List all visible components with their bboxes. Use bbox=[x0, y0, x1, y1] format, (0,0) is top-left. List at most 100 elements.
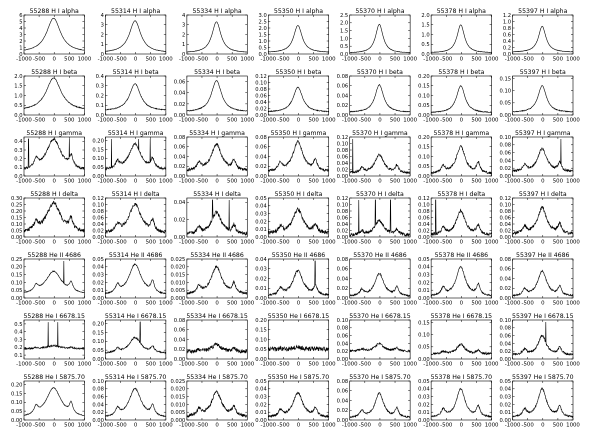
y-tick-label: 0.00 bbox=[174, 113, 186, 119]
x-tick-label: 0 bbox=[134, 118, 138, 124]
y-tick-label: 0.12 bbox=[337, 135, 349, 141]
panel-title: 55350 H I gamma bbox=[271, 130, 327, 137]
spectrum-line bbox=[430, 387, 492, 418]
x-tick-label: -1000 bbox=[16, 362, 32, 368]
x-tick-label: 0 bbox=[52, 423, 56, 429]
panel-title: 55370 H I delta bbox=[356, 191, 404, 198]
y-tick-label: 0.00 bbox=[92, 357, 104, 363]
x-tick-label: 0 bbox=[52, 240, 56, 246]
spectrum-panel: 55350 H I beta-1000 -500 0 500 10000.000.020… bbox=[255, 69, 336, 124]
y-tick-label: 0.02 bbox=[174, 102, 186, 108]
y-tick-label: 0.08 bbox=[337, 379, 349, 385]
y-tick-label: 0.02 bbox=[337, 228, 349, 234]
y-tick-label: 0.10 bbox=[418, 154, 430, 160]
y-tick-label: 0.02 bbox=[92, 280, 104, 286]
x-tick-label: -1000 bbox=[505, 57, 521, 63]
x-tick-label: -500 bbox=[359, 118, 372, 124]
x-tick-label: 1000 bbox=[322, 301, 336, 307]
y-tick-label: 0.03 bbox=[255, 267, 267, 273]
panel-frame bbox=[512, 75, 574, 116]
x-tick-label: -1000 bbox=[179, 57, 195, 63]
y-tick-label: 0.04 bbox=[337, 161, 349, 167]
x-tick-label: 1000 bbox=[78, 240, 92, 246]
y-tick-label: 0.04 bbox=[418, 265, 430, 271]
y-tick-label: 0.12 bbox=[92, 196, 104, 202]
x-tick-label: 0 bbox=[378, 57, 382, 63]
x-tick-label: 500 bbox=[390, 57, 401, 63]
x-tick-label: -500 bbox=[359, 362, 372, 368]
y-tick-label: 0.01 bbox=[418, 410, 430, 416]
y-tick-label: 0.04 bbox=[92, 222, 104, 228]
y-tick-label: 0.04 bbox=[418, 222, 430, 228]
spectrum-panel: 55334 H I gamma -1000 -500 0 500 1000 0.00 0.02… bbox=[174, 130, 255, 185]
x-tick-label: 1000 bbox=[159, 240, 173, 246]
y-tick-label: 0.04 bbox=[174, 154, 186, 160]
x-tick-label: -1000 bbox=[260, 179, 276, 185]
spectrum-line bbox=[105, 83, 166, 111]
y-tick-label: 0.08 bbox=[337, 209, 349, 215]
y-tick-label: 0.04 bbox=[500, 222, 512, 228]
y-tick-label: 0.5 bbox=[421, 42, 429, 48]
y-tick-label: 5 bbox=[19, 19, 22, 25]
x-tick-label: -500 bbox=[277, 179, 290, 185]
y-tick-label: 0.05 bbox=[92, 257, 104, 263]
y-tick-label: 0.00 bbox=[418, 357, 430, 363]
y-tick-label: 0.10 bbox=[11, 222, 23, 228]
x-tick-label: 0 bbox=[215, 118, 219, 124]
y-tick-label: 0.05 bbox=[418, 345, 430, 351]
spectrum-line bbox=[349, 392, 411, 419]
spectrum-panel: 55288 He II 4686 -1000 -500 0 500 1000 0.00 0.0… bbox=[11, 252, 92, 307]
y-tick-label: 0.04 bbox=[174, 91, 186, 97]
x-tick-label: -500 bbox=[196, 240, 209, 246]
panel-frame bbox=[23, 75, 85, 116]
panel-title: 55334 H I beta bbox=[194, 69, 240, 76]
spectrum-panel: 55350 H I gamma -1000 -500 0 500 1000 0.00 0.02… bbox=[255, 130, 336, 185]
x-tick-label: -500 bbox=[440, 57, 453, 63]
x-tick-label: 0 bbox=[541, 362, 545, 368]
y-tick-label: 0.04 bbox=[337, 93, 349, 99]
y-tick-label: 0.02 bbox=[255, 164, 267, 170]
x-tick-label: 1000 bbox=[566, 179, 580, 185]
y-tick-label: 0.02 bbox=[500, 228, 512, 234]
spectrum-panel: 55288 H I beta -1000 -500 0 500 1000 0.0 0.5 1.0… bbox=[14, 69, 92, 124]
spectrum-panel: 55397 He II 4686 -1000 -500 0 500 1000 0.00 0.0… bbox=[500, 252, 581, 307]
panel-title: 55314 H I alpha bbox=[111, 8, 160, 15]
y-tick-label: 0.06 bbox=[500, 334, 512, 340]
y-tick-label: 1.5 bbox=[340, 29, 348, 35]
y-tick-label: 0.06 bbox=[500, 267, 512, 273]
x-tick-label: 1000 bbox=[403, 423, 417, 429]
y-tick-label: 2.5 bbox=[259, 19, 267, 25]
spectrum-panel: 55288 He I 5875.70 -1000 -500 0 500 1000 0.00 0… bbox=[11, 374, 92, 429]
y-tick-label: 0.00 bbox=[255, 235, 267, 241]
x-tick-label: 500 bbox=[64, 179, 75, 185]
x-tick-label: 500 bbox=[553, 118, 564, 124]
spectrum-panel: 55378 He I 5875.70 -1000 -500 0 500 1000 0.00 0… bbox=[418, 374, 499, 429]
x-tick-label: 1000 bbox=[78, 301, 92, 307]
x-tick-label: -1000 bbox=[342, 179, 358, 185]
panel-frame bbox=[186, 319, 248, 360]
x-tick-label: 0 bbox=[460, 301, 464, 307]
x-tick-label: -1000 bbox=[423, 362, 439, 368]
y-tick-label: 0.00 bbox=[92, 296, 104, 302]
x-tick-label: 500 bbox=[390, 179, 401, 185]
x-tick-label: -500 bbox=[114, 179, 127, 185]
x-tick-label: 500 bbox=[227, 423, 238, 429]
x-tick-label: 0 bbox=[297, 240, 301, 246]
y-tick-label: 0.05 bbox=[418, 103, 430, 109]
y-tick-label: 0.02 bbox=[337, 408, 349, 414]
y-tick-label: 0.08 bbox=[174, 135, 186, 141]
y-tick-label: 0.00 bbox=[500, 418, 512, 424]
y-tick-label: 0.20 bbox=[11, 265, 23, 271]
y-tick-label: 0.06 bbox=[255, 93, 267, 99]
y-tick-label: 0.00 bbox=[418, 235, 430, 241]
x-tick-label: -1000 bbox=[98, 362, 114, 368]
y-tick-label: 0.05 bbox=[11, 409, 23, 415]
y-tick-label: 0.5 bbox=[259, 45, 267, 51]
panel-frame bbox=[512, 14, 574, 55]
y-tick-label: 0.02 bbox=[255, 106, 267, 112]
y-tick-label: 0.15 bbox=[418, 84, 430, 90]
panel-title: 55397 H I gamma bbox=[515, 130, 571, 137]
y-tick-label: 0.12 bbox=[500, 196, 512, 202]
x-tick-label: 500 bbox=[390, 118, 401, 124]
x-tick-label: -500 bbox=[440, 362, 453, 368]
